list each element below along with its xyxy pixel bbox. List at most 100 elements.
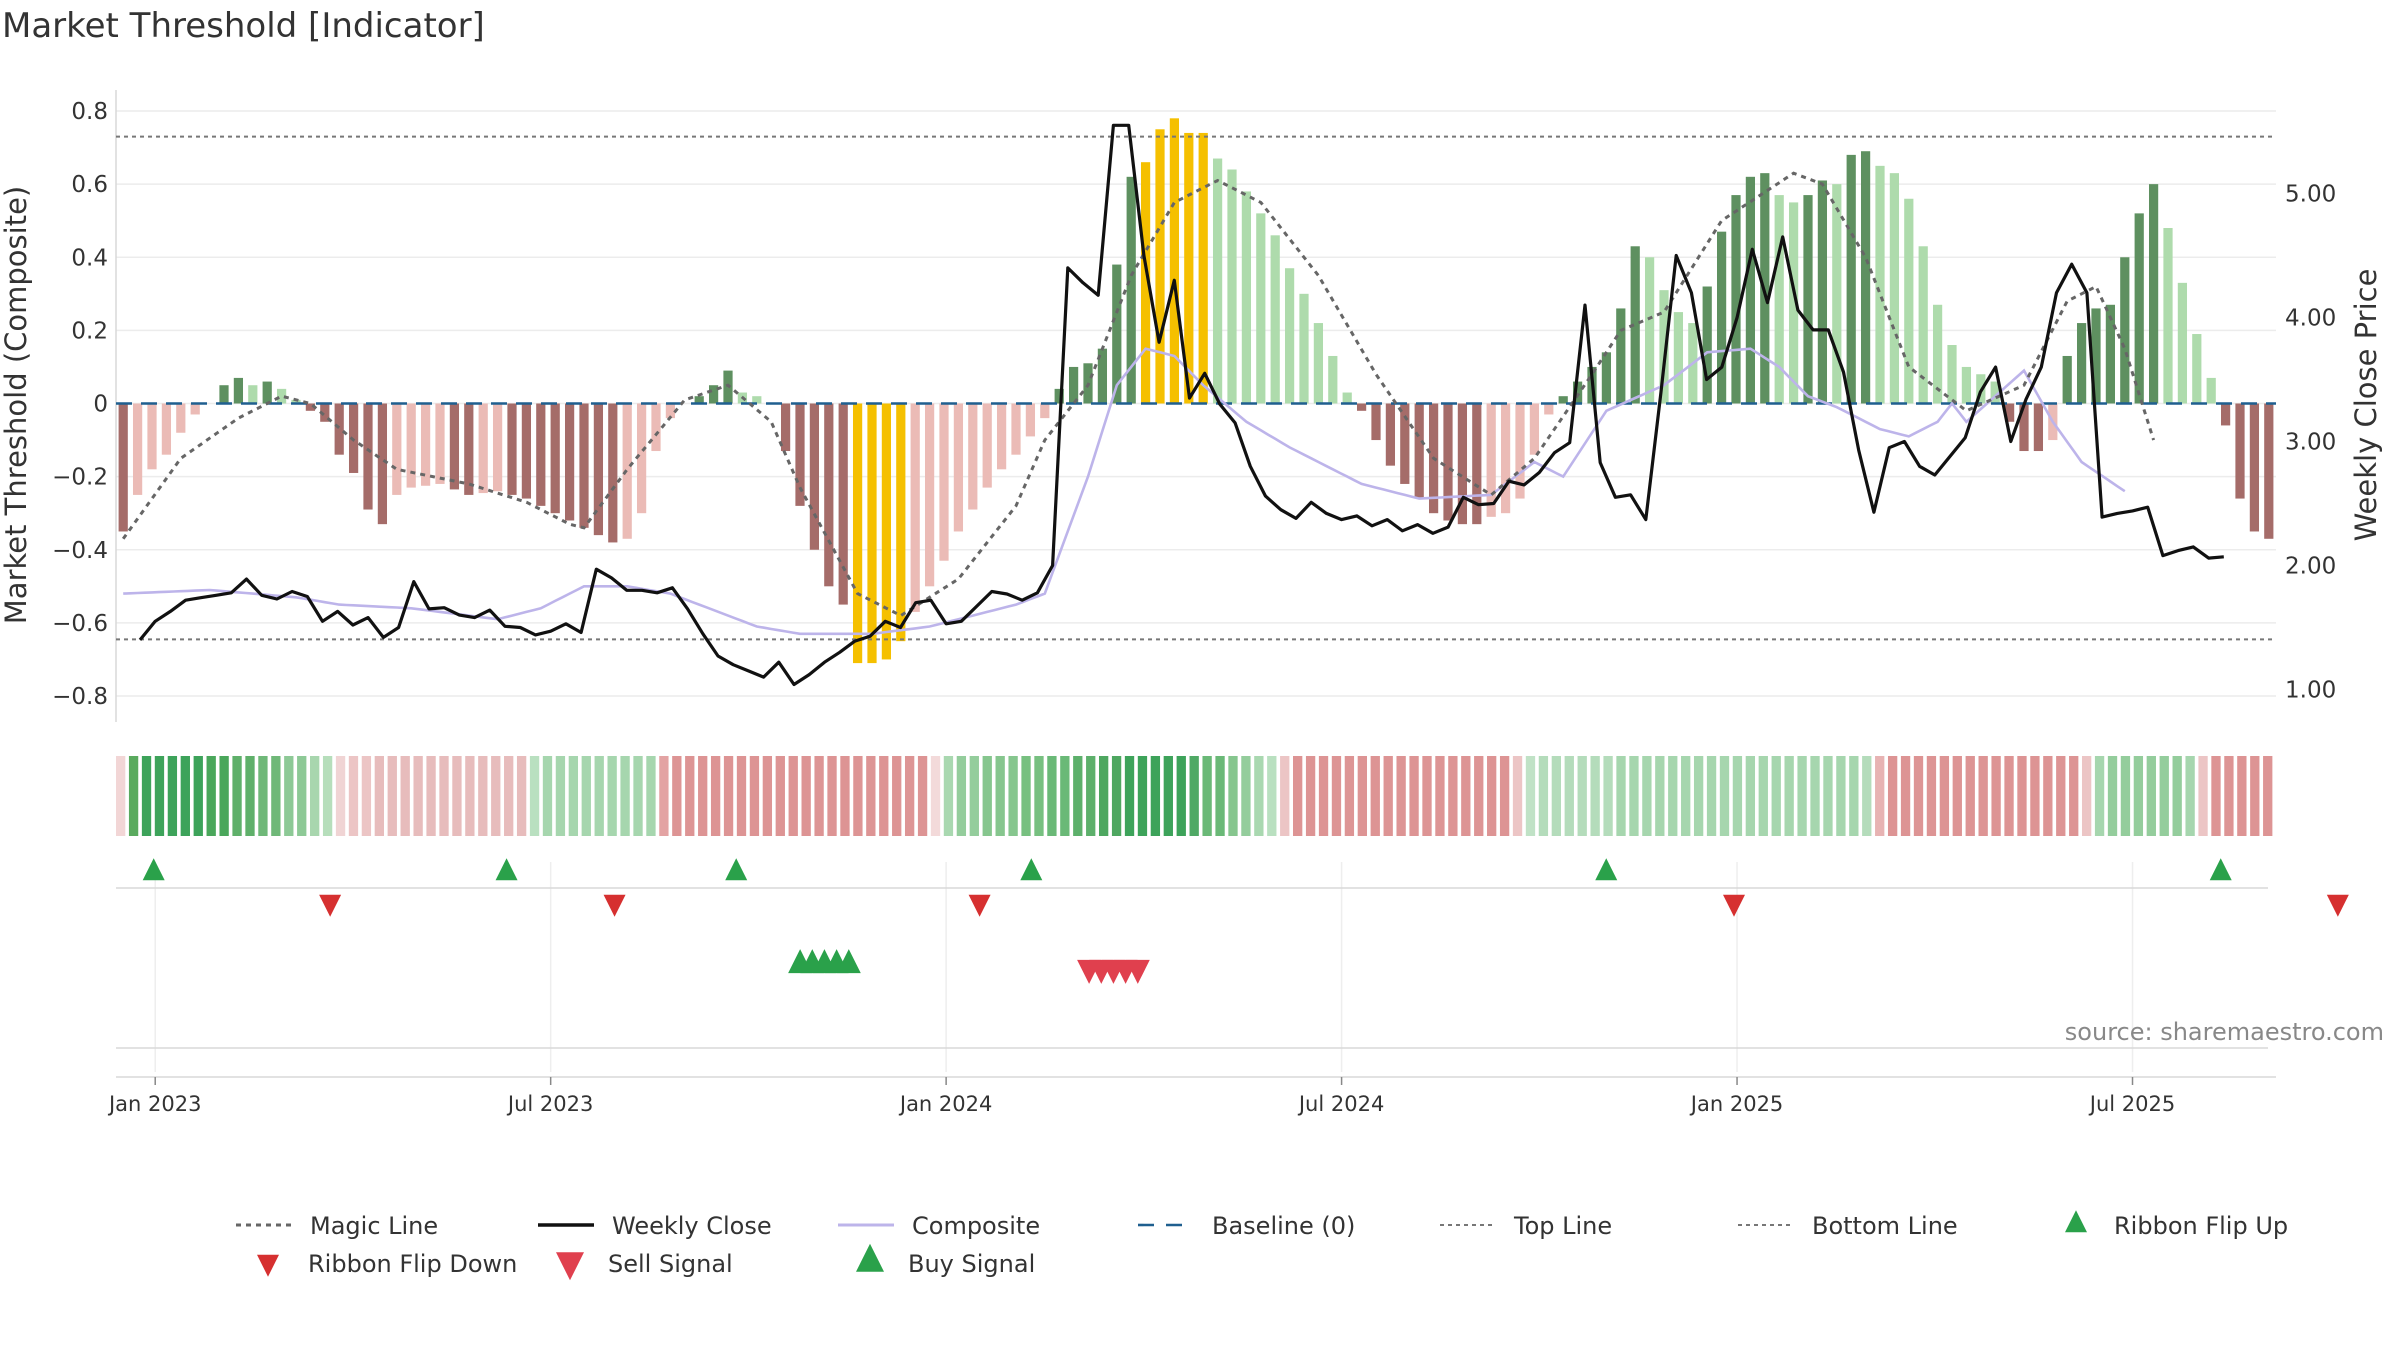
- ribbon-cell: [284, 756, 294, 836]
- legend-swatch-flip-down: [257, 1254, 279, 1277]
- histogram-bar: [1486, 403, 1496, 517]
- histogram-bar: [1961, 366, 1972, 404]
- histogram-bar: [1947, 345, 1957, 404]
- ribbon-cell: [1435, 756, 1445, 836]
- ribbon-flip-down-marker: [968, 894, 991, 917]
- y-tick-label: 0.8: [71, 99, 108, 125]
- ribbon-cell: [710, 756, 721, 836]
- histogram-bar: [1328, 355, 1338, 404]
- ribbon-cell: [2159, 756, 2169, 836]
- ribbon-cell: [1293, 756, 1303, 836]
- ribbon-cell: [1215, 756, 1225, 836]
- histogram-bar: [838, 403, 848, 605]
- histogram-bar: [1371, 403, 1381, 441]
- histogram-bar: [1025, 403, 1036, 437]
- buy-signal-marker: [836, 949, 861, 974]
- trend-ribbon: [116, 756, 2273, 836]
- histogram-bar: [420, 403, 431, 486]
- histogram-bar: [1630, 246, 1640, 404]
- histogram-bar: [1745, 176, 1756, 404]
- histogram-bar: [2120, 257, 2130, 404]
- histogram-bar: [1832, 184, 1842, 404]
- ribbon-cell: [1267, 756, 1277, 836]
- ribbon-cell: [723, 756, 734, 836]
- histogram-bar: [492, 403, 503, 492]
- x-tick-label: Jul 2023: [506, 1092, 593, 1116]
- ribbon-flip-up-marker: [725, 858, 748, 881]
- histogram-bar: [2033, 403, 2044, 452]
- ribbon-cell: [1357, 756, 1367, 836]
- ribbon-cell: [1693, 756, 1704, 836]
- ribbon-cell: [2224, 756, 2234, 836]
- histogram-bar: [478, 403, 488, 494]
- y-axis-left: 0.8 0.6 0.4 0.2 0 −0.2 −0.4 −0.6 −0.8: [52, 99, 108, 710]
- ribbon-cell: [310, 756, 320, 836]
- ribbon-cell: [1849, 756, 1859, 836]
- ribbon-cell: [2211, 756, 2221, 836]
- ribbon-cell: [1318, 756, 1329, 836]
- histogram-bar: [2220, 403, 2231, 426]
- ribbon-cell: [180, 756, 190, 836]
- ribbon-cell: [2043, 756, 2053, 836]
- ribbon-cell: [879, 756, 889, 836]
- histogram-bar: [1140, 162, 1151, 404]
- legend-label-close: Weekly Close: [612, 1212, 772, 1240]
- ribbon-cell: [2081, 756, 2092, 836]
- ribbon-cell: [594, 756, 604, 836]
- ribbon-cell: [930, 756, 941, 836]
- histogram-bar: [1457, 403, 1468, 525]
- histogram-bar: [1256, 213, 1266, 404]
- ribbon-cell: [1137, 756, 1148, 836]
- histogram-bar: [2163, 228, 2173, 404]
- histogram-bar: [1788, 202, 1799, 404]
- histogram-bar: [1126, 176, 1136, 404]
- ribbon-cell: [2056, 756, 2066, 836]
- ribbon-cell: [1499, 756, 1510, 836]
- histogram-bar: [1875, 165, 1885, 404]
- ribbon-cell: [633, 756, 643, 836]
- histogram-bar: [608, 403, 618, 543]
- ribbon-cell: [516, 756, 527, 836]
- histogram-bar: [1313, 323, 1324, 404]
- histogram-bar: [752, 396, 762, 404]
- ribbon-cell: [1590, 756, 1600, 836]
- histogram-bar: [824, 403, 834, 587]
- ribbon-cell: [1228, 756, 1238, 836]
- histogram-bar: [233, 377, 244, 404]
- ribbon-flip-down-marker: [319, 894, 342, 917]
- legend-item-close: Weekly Close: [538, 1212, 772, 1240]
- ribbon-cell: [491, 756, 501, 836]
- histogram-bar: [1990, 381, 2000, 404]
- ribbon-cell: [943, 756, 954, 836]
- ribbon-cell: [1706, 756, 1717, 836]
- histogram-bar: [1472, 403, 1482, 525]
- histogram-bar: [262, 381, 272, 404]
- histogram-bar: [795, 403, 805, 506]
- x-tick-label: Jan 2023: [107, 1092, 202, 1116]
- ribbon-cell: [685, 756, 695, 836]
- ribbon-cell: [904, 756, 915, 836]
- ribbon-cell: [465, 756, 475, 836]
- ribbon-cell: [2133, 756, 2144, 836]
- histogram-bar: [2148, 184, 2159, 404]
- legend-swatch-flip-up: [2065, 1210, 2087, 1233]
- y-tick-label: −0.4: [52, 538, 108, 564]
- ribbon-cell: [1474, 756, 1484, 836]
- ribbon-cell: [1086, 756, 1096, 836]
- histogram-bar: [1817, 180, 1828, 404]
- histogram-bar: [334, 403, 344, 455]
- histogram-bar: [1040, 403, 1050, 419]
- histogram-bar: [2105, 304, 2116, 404]
- histogram-bar: [1544, 403, 1554, 415]
- ribbon-cell: [1202, 756, 1212, 836]
- ribbon-cell: [2237, 756, 2247, 836]
- y2-tick-label: 5.00: [2285, 182, 2336, 208]
- histogram-bar: [1803, 195, 1813, 404]
- ribbon-flip-up-marker: [1020, 858, 1043, 881]
- ribbon-cell: [1448, 756, 1458, 836]
- ribbon-cell: [2146, 756, 2156, 836]
- ribbon-cell: [1344, 756, 1355, 836]
- ribbon-cell: [840, 756, 850, 836]
- ribbon-cell: [1862, 756, 1872, 836]
- ribbon-cell: [1900, 756, 1911, 836]
